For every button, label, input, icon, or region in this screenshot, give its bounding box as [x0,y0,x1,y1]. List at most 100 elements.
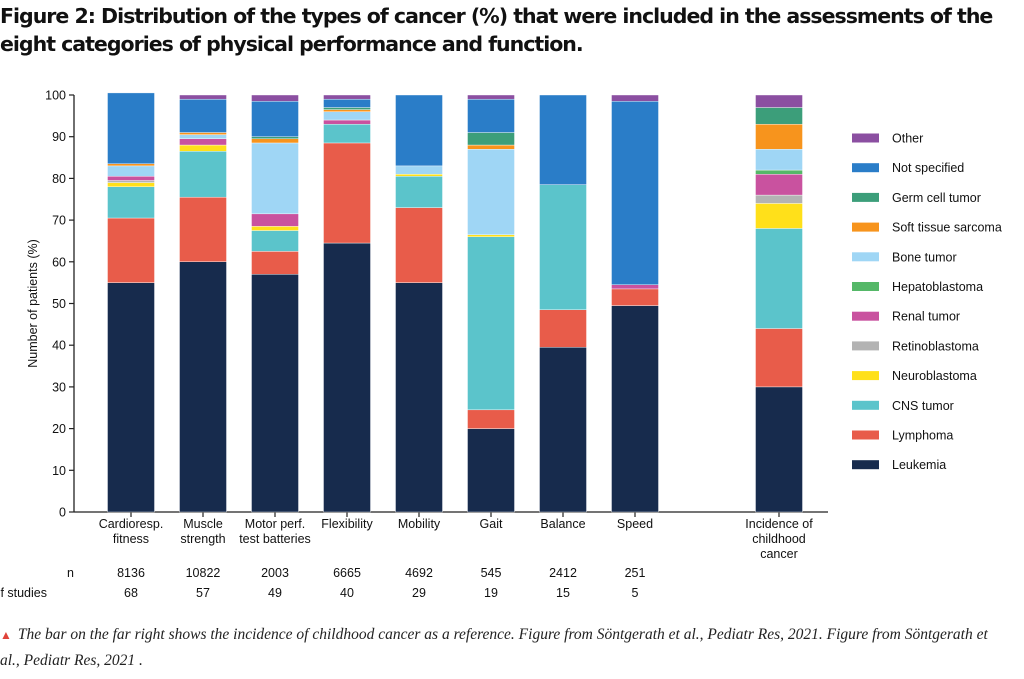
bar-segment-germ-cell-tumor [467,132,515,146]
legend-label-cns-tumor: CNS tumor [892,399,954,413]
bars [107,92,803,513]
legend-label-neuroblastoma: Neuroblastoma [892,369,977,383]
bar-segment-leukemia [611,305,659,513]
bar-segment-cns-tumor [467,236,515,411]
y-tick-label: 10 [52,464,66,478]
x-tick-label: Cardioresp. [99,517,164,531]
bar-segment-neuroblastoma [755,203,803,229]
bar-segment-neuroblastoma [251,226,299,231]
stats-value: 8136 [117,566,145,580]
legend-label-renal-tumor: Renal tumor [892,310,960,324]
figure-title: Figure 2: Distribution of the types of c… [0,4,993,56]
bar-segment-not-specified [107,92,155,165]
bar-segment-bone-tumor [107,165,155,177]
bar-segment-renal-tumor [107,176,155,181]
stats-value: 40 [340,586,354,600]
figure-caption: ▲ The bar on the far right shows the inci… [0,622,1010,673]
bar-segment-germ-cell-tumor [251,136,299,139]
bar-segment-soft-tissue-sarcoma [179,132,227,135]
x-tick-label: Flexibility [321,517,373,531]
y-tick-label: 60 [52,255,66,269]
bar-segment-bone-tumor [251,142,299,215]
bar-segment-neuroblastoma [467,234,515,237]
bar-segment-other [251,94,299,102]
bar-segment-lymphoma [107,217,155,283]
bar-segment-lymphoma [539,309,587,348]
legend-label-bone-tumor: Bone tumor [892,250,957,264]
legend-label-hepatoblastoma: Hepatoblastoma [892,280,983,294]
bar-segment-not-specified [467,98,515,133]
y-tick-label: 20 [52,422,66,436]
bar-segment-other [611,94,659,102]
bar-segment-other [323,94,371,100]
x-tick-label: Speed [617,517,653,531]
bar-segment-other [179,94,227,100]
bar-segment-cns-tumor [755,228,803,329]
bar-segment-lymphoma [179,196,227,262]
x-tick-label: Incidence of [745,517,813,531]
x-tick-label: strength [180,532,225,546]
bar-segment-soft-tissue-sarcoma [755,123,803,150]
stats-table: n 8136 10822 2003 6665 4692 545 2412 251 # of stu… [0,566,645,600]
legend-swatch-bone-tumor [852,252,879,262]
stats-value: 4692 [405,566,433,580]
bar-segment-leukemia [539,347,587,513]
x-tick-label: Gait [480,517,503,531]
bar-segment-soft-tissue-sarcoma [251,138,299,144]
x-tick-label: cancer [760,547,798,561]
bar-segment-neuroblastoma [107,182,155,187]
x-tick-label: Muscle [183,517,223,531]
stats-value: 5 [632,586,639,600]
bar-segment-leukemia [251,274,299,513]
bar-segment-lymphoma [611,288,659,306]
y-tick-label: 80 [52,172,66,186]
legend-swatch-germ-cell-tumor [852,192,879,202]
bar-segment-bone-tumor [755,149,803,171]
bar-segment-cns-tumor [395,176,443,208]
bar-segment-bone-tumor [323,111,371,121]
y-tick-label: 30 [52,380,66,394]
stats-value: 2003 [261,566,289,580]
y-axis-label-group: Number of patients (%) [26,239,40,368]
y-tick-label: 70 [52,214,66,228]
legend-swatch-hepatoblastoma [852,282,879,291]
bar-segment-lymphoma [467,409,515,429]
legend-label-retinoblastoma: Retinoblastoma [892,339,979,353]
bar-segment-not-specified [539,94,587,185]
bar-segment-bone-tumor [395,165,443,175]
bar-segment-renal-tumor [251,213,299,227]
caption-marker-icon: ▲ [0,628,12,642]
legend-label-soft-tissue-sarcoma: Soft tissue sarcoma [892,221,1002,235]
bar-segment-not-specified [611,101,659,285]
legend-swatch-retinoblastoma [852,341,879,351]
y-tick-label: 40 [52,339,66,353]
legend-swatch-leukemia [852,460,879,470]
stats-row-label: n [67,566,74,580]
x-tick-label: Mobility [398,517,441,531]
bar-segment-cns-tumor [251,230,299,252]
stats-value: 49 [268,586,282,600]
stats-value: 19 [484,586,498,600]
stats-value: 10822 [186,566,221,580]
y-tick-label: 100 [45,89,66,103]
bar-segment-leukemia [323,242,371,513]
legend-label-germ-cell-tumor: Germ cell tumor [892,191,981,205]
legend-swatch-lymphoma [852,430,879,440]
y-tick-label: 90 [52,130,66,144]
bar-segment-lymphoma [755,328,803,388]
legend-label-leukemia: Leukemia [892,458,946,472]
bar-segment-bone-tumor [179,134,227,139]
bar-segment-renal-tumor [323,119,371,125]
legend-label-lymphoma: Lymphoma [892,429,953,443]
caption-text: The bar on the far right shows the incid… [0,626,988,669]
y-tick-label: 0 [59,506,66,520]
legend: Other Not specified Germ cell tumor Soft ti… [852,132,1002,472]
legend-swatch-neuroblastoma [852,371,879,381]
stats-value: 29 [412,586,426,600]
bar-segment-germ-cell-tumor [323,107,371,110]
bar-segment-other [467,94,515,100]
bar-segment-renal-tumor [179,138,227,146]
bar-segment-germ-cell-tumor [755,107,803,125]
bar-segment-not-specified [395,94,443,167]
